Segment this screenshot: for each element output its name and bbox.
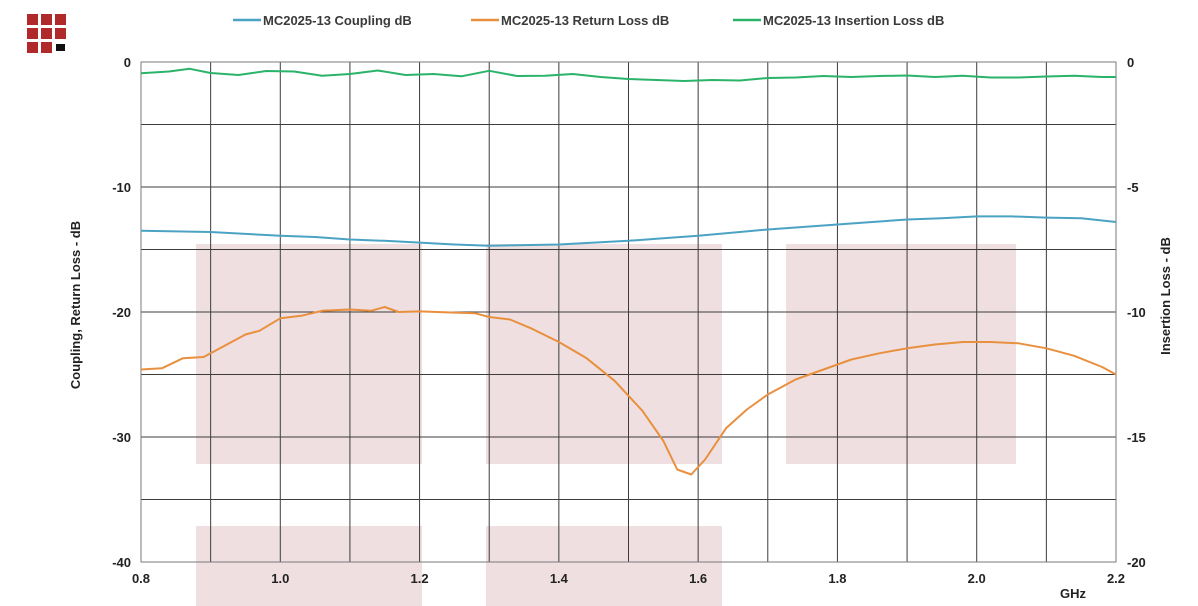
y-tick-label: -10 — [112, 180, 131, 195]
x-tick-label: 1.2 — [411, 571, 429, 586]
watermark — [196, 244, 1016, 606]
y2-tick-label: -20 — [1127, 555, 1146, 570]
logo-square-3 — [27, 28, 38, 39]
logo-square-6 — [27, 42, 38, 53]
legend-label-1: MC2025-13 Return Loss dB — [501, 13, 669, 28]
y2-tick-label: 0 — [1127, 55, 1134, 70]
x-axis-title: GHz — [1060, 586, 1087, 601]
watermark-block-0 — [196, 244, 422, 464]
y-tick-label: -20 — [112, 305, 131, 320]
legend-label-0: MC2025-13 Coupling dB — [263, 13, 412, 28]
y-tick-label: -30 — [112, 430, 131, 445]
y2-tick-label: -15 — [1127, 430, 1146, 445]
watermark-block-2 — [786, 244, 1016, 464]
series-line-2 — [140, 67, 1116, 82]
watermark-block-4 — [486, 526, 722, 606]
x-tick-label: 1.0 — [271, 571, 289, 586]
logo-square-4 — [41, 28, 52, 39]
series-line-0 — [140, 215, 1117, 247]
logo-square-1 — [41, 14, 52, 25]
series-lines — [140, 67, 1117, 476]
logo-square-7 — [41, 42, 52, 53]
x-tick-label: 2.0 — [968, 571, 986, 586]
x-tick-label: 1.4 — [550, 571, 569, 586]
grid — [141, 62, 1116, 562]
plot-area — [140, 61, 1117, 563]
x-tick-label: 0.8 — [132, 571, 150, 586]
y-axis-title: Coupling, Return Loss - dB — [68, 221, 83, 389]
legend-label-2: MC2025-13 Insertion Loss dB — [763, 13, 944, 28]
series-line-1 — [140, 306, 1117, 476]
watermark-block-3 — [196, 526, 422, 606]
x-tick-label: 2.2 — [1107, 571, 1125, 586]
logo-square-2 — [55, 14, 66, 25]
watermark-block-1 — [486, 244, 722, 464]
logo-square-0 — [27, 14, 38, 25]
y2-axis-ticks: 0 -5 -10 -15 -20 — [1127, 55, 1146, 570]
x-tick-label: 1.6 — [689, 571, 707, 586]
y-tick-label: -40 — [112, 555, 131, 570]
logo-square-black — [56, 44, 65, 51]
logo-square-5 — [55, 28, 66, 39]
y-axis-ticks: 0 -10 -20 -30 -40 — [112, 55, 131, 570]
x-tick-label: 1.8 — [828, 571, 846, 586]
y2-axis-title: Insertion Loss - dB — [1158, 237, 1173, 355]
legend: MC2025-13 Coupling dB MC2025-13 Return Lo… — [233, 13, 944, 28]
x-axis-ticks: 0.8 1.0 1.2 1.4 1.6 1.8 2.0 2.2 — [132, 571, 1125, 586]
y-tick-label: 0 — [124, 55, 131, 70]
company-logo — [27, 14, 66, 53]
y2-tick-label: -10 — [1127, 305, 1146, 320]
y2-tick-label: -5 — [1127, 180, 1139, 195]
